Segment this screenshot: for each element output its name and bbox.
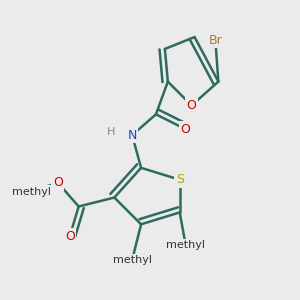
Text: methyl: methyl: [113, 255, 152, 265]
Text: N: N: [128, 129, 137, 142]
Text: O: O: [65, 230, 75, 243]
Text: Br: Br: [208, 34, 222, 46]
Text: S: S: [176, 173, 184, 186]
Text: O: O: [181, 123, 190, 136]
Text: O: O: [53, 176, 63, 189]
Text: O: O: [187, 99, 196, 112]
Text: methyl: methyl: [166, 240, 205, 250]
Text: methyl: methyl: [12, 187, 51, 196]
Text: H: H: [107, 127, 116, 137]
